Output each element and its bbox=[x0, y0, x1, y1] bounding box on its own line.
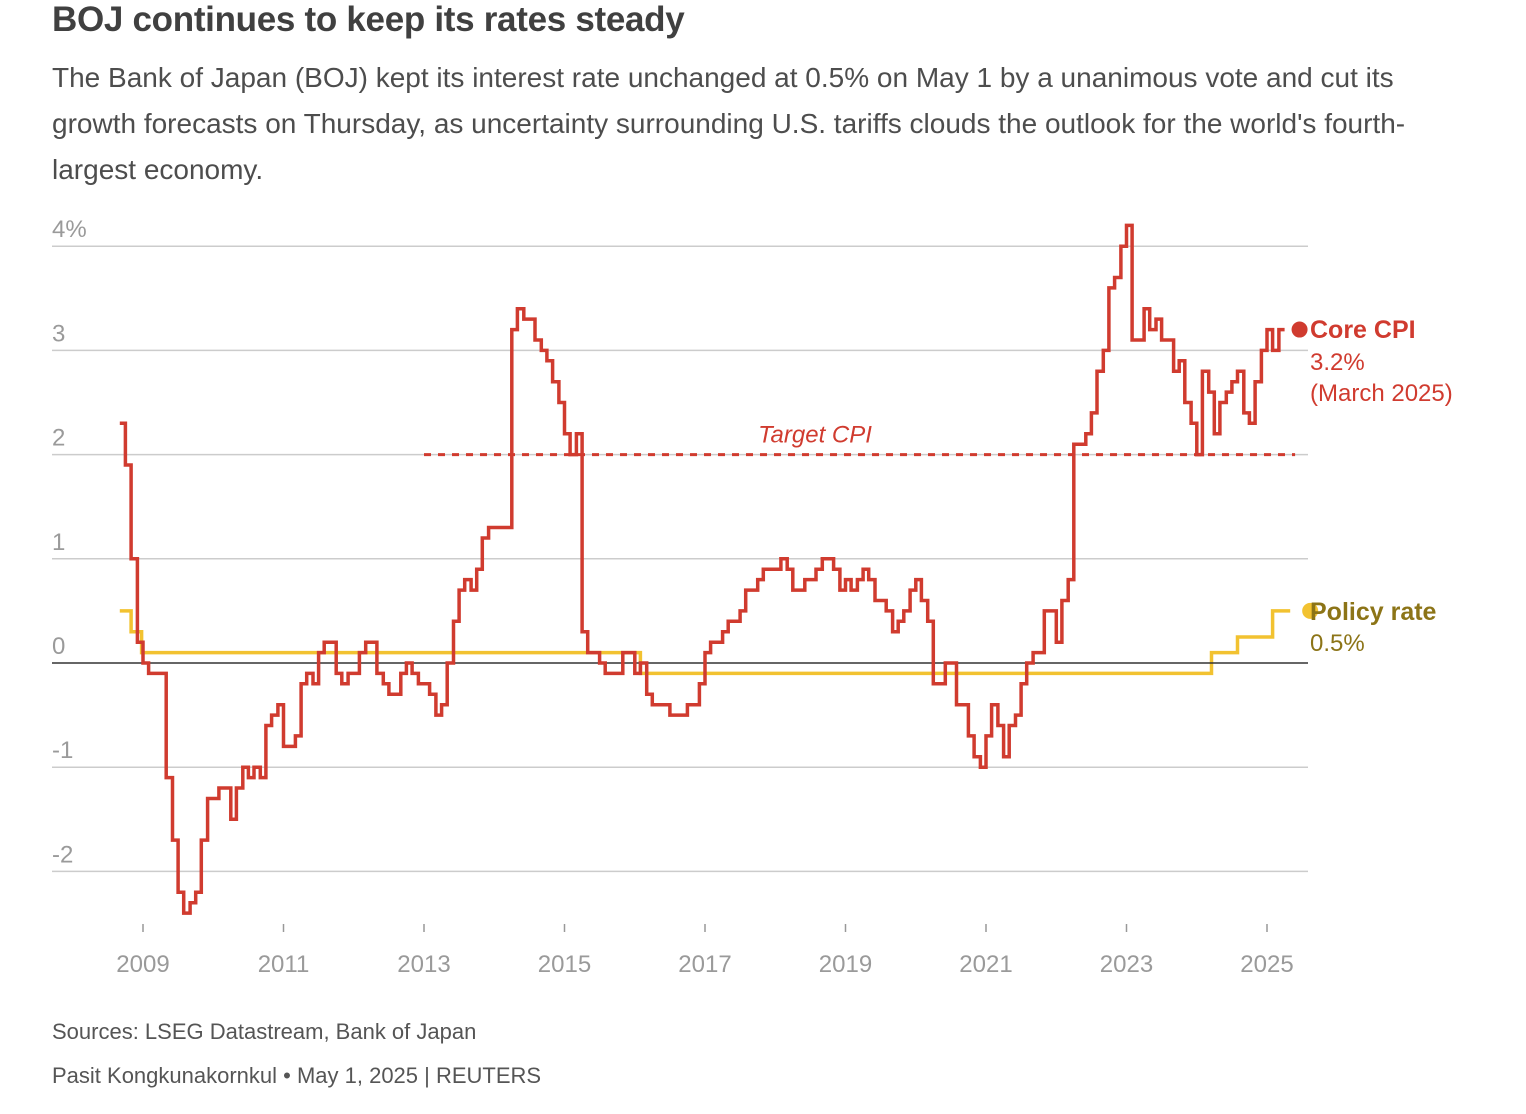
x-tick-label: 2025 bbox=[1240, 951, 1293, 978]
chart-title: BOJ continues to keep its rates steady bbox=[52, 0, 685, 39]
core-cpi-series-label: Core CPI bbox=[1310, 316, 1416, 344]
chart-subtitle: The Bank of Japan (BOJ) kept its interes… bbox=[52, 62, 1406, 185]
policy-rate-line bbox=[119, 609, 1291, 676]
x-tick-label: 2013 bbox=[397, 951, 450, 978]
y-tick-label: -1 bbox=[52, 737, 73, 764]
y-tick-label: -2 bbox=[52, 841, 73, 868]
y-tick-label: 2 bbox=[52, 425, 65, 452]
sources-note: Sources: LSEG Datastream, Bank of Japan bbox=[52, 1019, 477, 1044]
line-chart: 4% 3 2 1 0 -1 -2 2009 2011 2013 2015 2017 2019 2021 20… bbox=[52, 216, 1453, 978]
y-tick-label: 0 bbox=[52, 633, 65, 660]
x-tick-label: 2019 bbox=[819, 951, 872, 978]
x-tick-label: 2011 bbox=[258, 951, 310, 978]
x-tick-label: 2021 bbox=[959, 951, 1012, 978]
x-tick-label: 2023 bbox=[1100, 951, 1153, 978]
target-cpi-label: Target CPI bbox=[758, 422, 872, 449]
y-tick-label: 1 bbox=[52, 529, 65, 556]
x-tick-label: 2017 bbox=[678, 951, 731, 978]
core-cpi-date-label: (March 2025) bbox=[1310, 380, 1453, 407]
policy-rate-value-label: 0.5% bbox=[1310, 630, 1365, 657]
x-tick-label: 2009 bbox=[116, 951, 169, 978]
x-tick-label: 2015 bbox=[538, 951, 591, 978]
policy-rate-series-label: Policy rate bbox=[1310, 598, 1437, 626]
policy-rate-end-marker bbox=[1302, 602, 1319, 619]
core-cpi-value-label: 3.2% bbox=[1310, 349, 1365, 376]
core-cpi-line bbox=[119, 223, 1285, 915]
y-tick-label: 4% bbox=[52, 216, 87, 243]
core-cpi-end-marker bbox=[1291, 321, 1308, 338]
y-tick-label: 3 bbox=[52, 320, 65, 347]
byline: Pasit Kongkunakornkul • May 1, 2025 | RE… bbox=[52, 1063, 542, 1088]
